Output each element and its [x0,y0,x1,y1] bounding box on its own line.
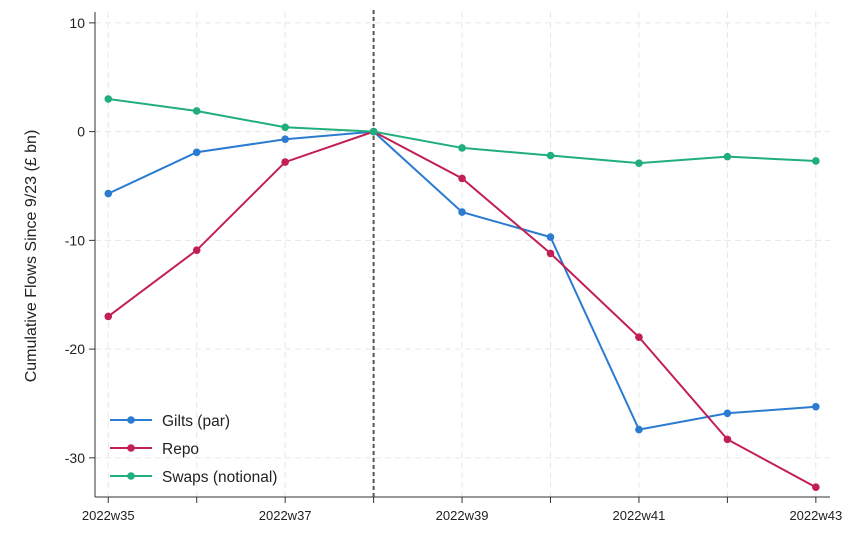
x-tick-label: 2022w41 [613,508,666,523]
data-point [723,152,732,161]
data-point [281,135,289,144]
data-point [546,233,555,241]
axes: 10 0 -10 -20 -30 2022w35 2022w37 2022w39 2022w41… [65,10,842,523]
y-axis-label: Cumulative Flows Since 9/23 (£ bn) [23,130,40,383]
data-point [635,333,643,341]
data-point [723,409,732,418]
data-point [812,483,820,492]
data-point [281,158,289,166]
legend-marker [127,416,135,424]
data-point [546,151,555,160]
legend-label: Repo [162,441,199,458]
data-point [635,425,643,434]
y-tick-label: 10 [69,15,85,31]
legend-marker [127,444,135,452]
data-point [104,189,113,198]
data-point [723,435,732,444]
legend-label: Swaps (notional) [162,469,277,486]
legend: Gilts (par) Repo Swaps (notional) [110,413,277,486]
y-tick-label: -10 [65,232,85,248]
data-point [104,95,113,103]
data-point [104,312,113,321]
data-point [369,127,378,136]
data-point [458,174,466,183]
data-point [635,159,643,167]
data-point [192,107,201,115]
x-tick-label: 2022w43 [789,508,842,523]
y-tick-label: -30 [65,450,85,466]
data-point [812,157,820,165]
data-point [458,144,466,152]
data-point [192,246,201,254]
data-point [281,123,289,132]
legend-label: Gilts (par) [162,413,230,430]
x-tick-label: 2022w39 [436,508,489,523]
data-point [812,402,820,411]
legend-marker [127,472,135,480]
data-point [458,208,466,216]
x-tick-label: 2022w35 [82,508,135,523]
x-tick-label: 2022w37 [259,508,312,523]
y-tick-label: 0 [77,124,85,140]
series-group [104,95,820,492]
y-tick-label: -20 [65,341,85,357]
data-point [546,249,555,258]
data-point [192,148,201,157]
